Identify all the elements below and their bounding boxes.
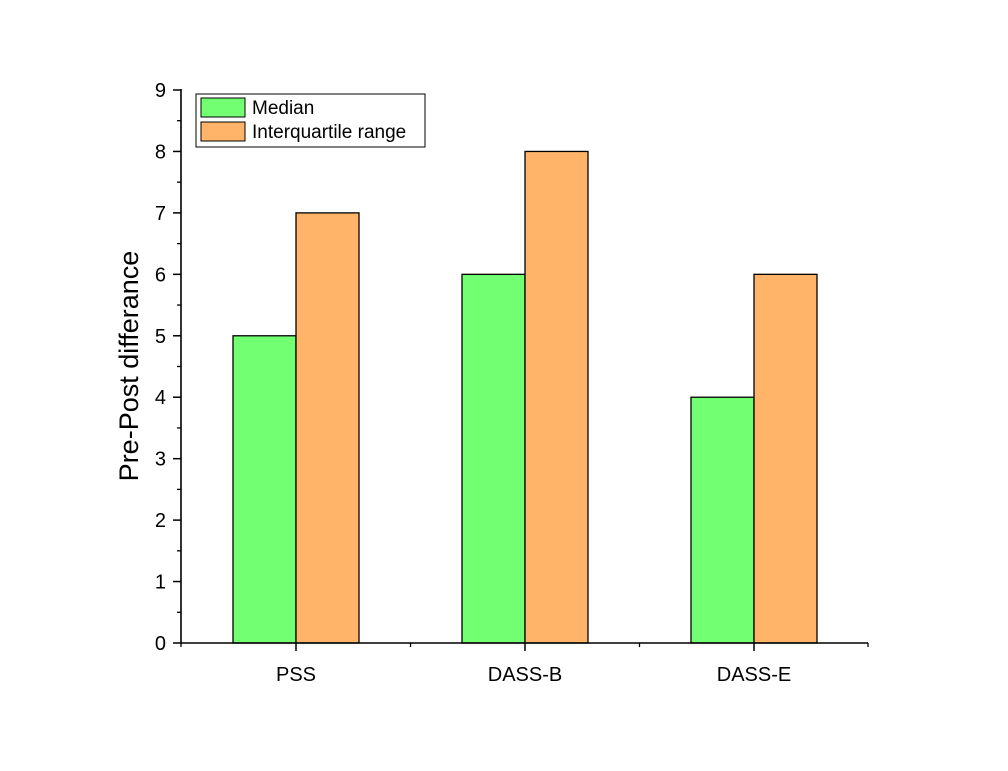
x-tick-label: DASS-E (717, 664, 791, 686)
bars-layer (232, 150, 818, 644)
legend: Median Interquartile range (195, 93, 426, 148)
y-tick-label: 4 (155, 387, 166, 409)
y-tick-label: 8 (155, 141, 166, 163)
x-tick-label: PSS (276, 664, 316, 686)
legend-swatch-median (200, 97, 246, 118)
bar-dass-b-median (461, 273, 526, 644)
bar-dass-b-interquartile-range (524, 150, 589, 644)
legend-label: Median (252, 98, 314, 119)
y-tick-label: 1 (155, 572, 166, 594)
legend-label: Interquartile range (252, 122, 406, 143)
y-tick-label: 0 (155, 633, 166, 655)
y-tick-label: 2 (155, 510, 166, 532)
x-ticks-layer: PSS DASS-B DASS-E (180, 643, 869, 686)
legend-swatch-interquartile-range (200, 121, 246, 142)
bar-dass-e-interquartile-range (753, 273, 818, 644)
x-tick-label: DASS-B (488, 664, 562, 686)
y-tick-label: 3 (155, 449, 166, 471)
y-tick-label: 9 (155, 80, 166, 102)
y-axis-title: Pre-Post differance (114, 251, 144, 482)
bar-dass-e-median (690, 396, 755, 644)
y-ticks-layer: 0 1 2 3 4 5 6 7 8 9 (155, 80, 181, 655)
y-tick-label: 5 (155, 326, 166, 348)
y-tick-label: 6 (155, 264, 166, 286)
bar-pss-median (232, 335, 297, 644)
y-tick-label: 7 (155, 203, 166, 225)
bar-pss-interquartile-range (295, 212, 360, 644)
